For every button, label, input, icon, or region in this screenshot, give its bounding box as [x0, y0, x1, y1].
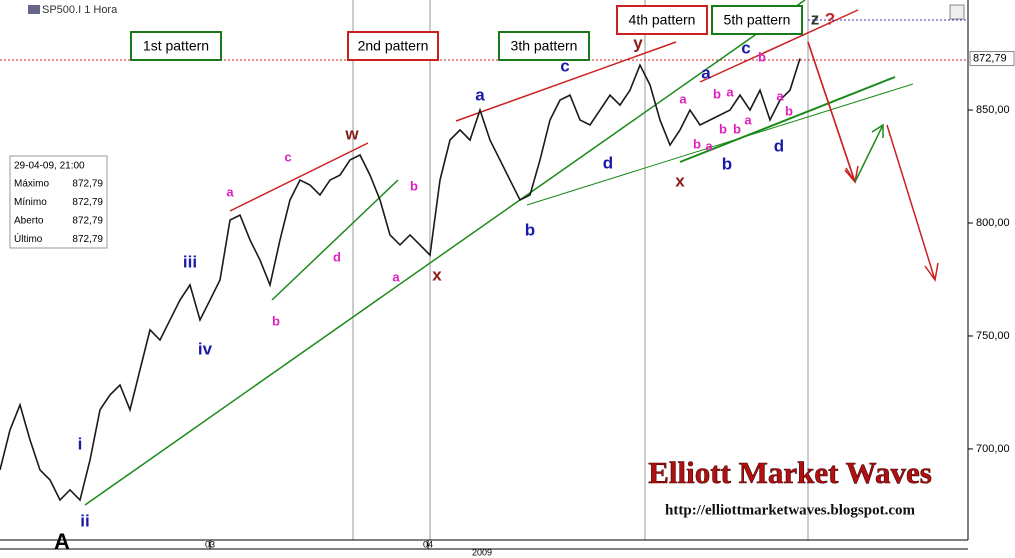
pattern-label: 5th pattern	[724, 12, 791, 28]
info-value: 872,79	[72, 234, 103, 245]
wave-label: c	[284, 149, 291, 164]
wave-label: c	[560, 56, 569, 75]
wave-label: iii	[183, 252, 197, 271]
info-value: 872,79	[72, 216, 103, 227]
wave-label: b	[525, 220, 535, 239]
wave-label: z	[811, 9, 820, 28]
wave-label: a	[726, 84, 734, 99]
wave-label: b	[693, 136, 701, 151]
wave-label: d	[774, 136, 784, 155]
pattern-box	[711, 5, 803, 35]
y-tick-label: 850,00	[976, 104, 1010, 116]
wave-label: b	[410, 178, 418, 193]
x-year-label: 2009	[472, 547, 492, 557]
url: http://elliottmarketwaves.blogspot.com	[665, 502, 915, 518]
info-value: 872,79	[72, 197, 103, 208]
y-tick-label: 750,00	[976, 330, 1010, 342]
header: SP500.I 1 Hora	[28, 4, 118, 16]
pattern-label: 2nd pattern	[358, 38, 429, 54]
wave-label: x	[675, 171, 685, 190]
wave-label: ii	[80, 511, 89, 530]
tool-button[interactable]	[949, 4, 965, 20]
wave-label: b	[722, 154, 732, 173]
pattern-box	[347, 31, 439, 61]
wave-label: a	[744, 112, 752, 127]
wave-label: b	[733, 121, 741, 136]
pattern-label: 4th pattern	[629, 12, 696, 28]
wave-label: i	[78, 434, 83, 453]
x-tick-label: 03	[205, 539, 215, 549]
pattern-box	[498, 31, 590, 61]
info-key: Aberto	[14, 216, 44, 227]
wave-label: b	[713, 86, 721, 101]
info-box: 29-04-09, 21:00 Máximo 872,79 Mínimo 872,79…	[9, 155, 108, 249]
wave-label: A	[54, 529, 70, 554]
wave-label: b	[758, 49, 766, 64]
pattern-box	[130, 31, 222, 61]
wave-label: b	[719, 121, 727, 136]
axis-panel	[968, 0, 1015, 558]
wave-label: a	[705, 138, 713, 153]
last-price-label: 872,79	[973, 52, 1007, 64]
wave-label: a	[475, 85, 485, 104]
wave-label: a	[392, 269, 400, 284]
wave-label: ?	[825, 9, 835, 28]
wave-label: y	[633, 33, 643, 52]
wave-label: iv	[198, 339, 213, 358]
pattern-label: 3th pattern	[511, 38, 578, 54]
info-key: Mínimo	[14, 197, 47, 208]
wave-label: d	[333, 249, 341, 264]
wave-label: a	[226, 184, 234, 199]
pattern-label: 1st pattern	[143, 38, 209, 54]
wave-label: a	[679, 91, 687, 106]
info-key: Máximo	[14, 179, 49, 190]
trend-lines	[84, 0, 939, 506]
info-key: Último	[14, 232, 43, 245]
wave-label: a	[701, 63, 711, 82]
wave-label: x	[432, 265, 442, 284]
wave-label: a	[776, 88, 784, 103]
info-frame	[9, 155, 108, 249]
wave-label: w	[344, 124, 359, 143]
wave-label: d	[603, 153, 613, 172]
watermark: Elliott Market Waves	[648, 455, 932, 490]
icon	[28, 5, 40, 14]
wave-label: b	[785, 103, 793, 118]
wave-label: b	[272, 313, 280, 328]
y-tick-label: 700,00	[976, 443, 1010, 455]
wave-label: c	[741, 38, 750, 57]
info-date: 29-04-09, 21:00	[14, 161, 85, 172]
pattern-box	[616, 5, 708, 35]
info-value: 872,79	[72, 179, 103, 190]
y-tick-label: 800,00	[976, 217, 1010, 229]
separators	[352, 0, 809, 540]
last-price-box	[969, 51, 1015, 67]
price-line	[0, 58, 801, 502]
header-text: SP500.I 1 Hora	[42, 4, 118, 16]
x-tick-label: 04	[423, 539, 433, 549]
